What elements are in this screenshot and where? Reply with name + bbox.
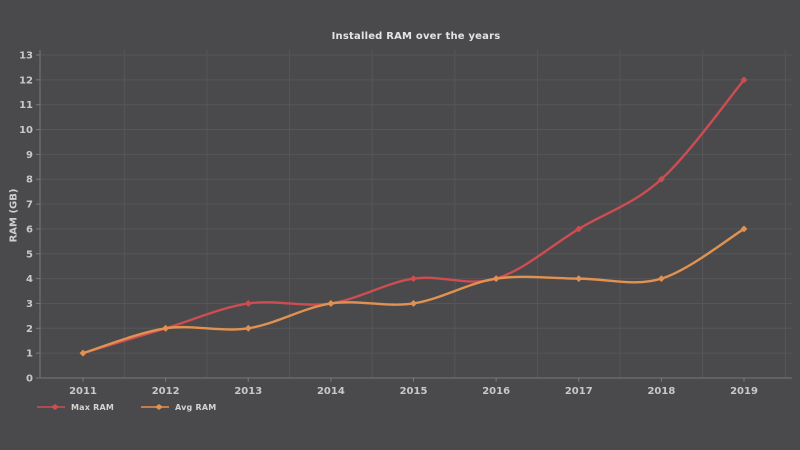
- data-point-marker-avg-ram: [575, 275, 583, 283]
- data-point-marker-avg-ram: [162, 324, 170, 332]
- chart-title: Installed RAM over the years: [331, 31, 501, 42]
- x-tick-label: 2013: [234, 386, 262, 397]
- legend-item-max-ram[interactable]: Max RAM: [36, 403, 114, 412]
- y-tick-label: 1: [26, 349, 33, 360]
- legend-item-avg-ram[interactable]: Avg RAM: [140, 403, 216, 412]
- series-line-avg-ram: [81, 227, 746, 355]
- data-point-marker-max-ram: [575, 225, 583, 233]
- legend-line-icon: [141, 404, 170, 410]
- data-point-marker-avg-ram: [410, 300, 417, 307]
- y-tick-label: 6: [26, 224, 33, 235]
- data-point-marker-max-ram: [410, 275, 417, 283]
- data-point-marker-avg-ram: [740, 225, 748, 233]
- x-tick-label: 2014: [317, 386, 345, 397]
- x-tick-label: 2011: [69, 386, 97, 397]
- y-tick-label: 8: [26, 175, 33, 186]
- x-tick-label: 2019: [730, 386, 758, 397]
- x-tick-label: 2017: [565, 386, 593, 397]
- y-tick-label: 5: [26, 249, 33, 260]
- y-tick-label: 11: [19, 100, 33, 111]
- y-tick-label: 0: [26, 374, 33, 385]
- y-tick-label: 7: [26, 200, 33, 211]
- legend: Max RAM Avg RAM: [36, 400, 216, 414]
- data-point-marker-avg-ram: [79, 349, 87, 357]
- x-tick-label: 2018: [647, 386, 675, 397]
- y-tick-label: 12: [19, 75, 33, 86]
- y-tick-label: 9: [26, 150, 33, 161]
- y-tick-label: 4: [26, 274, 33, 285]
- data-point-marker-max-ram: [244, 300, 252, 307]
- data-point-marker-avg-ram: [492, 275, 500, 283]
- y-tick-label: 2: [26, 324, 33, 335]
- y-tick-label: 10: [19, 125, 33, 136]
- data-point-marker-max-ram: [740, 76, 748, 84]
- y-tick-label: 3: [26, 299, 33, 310]
- x-tick-label: 2016: [482, 386, 510, 397]
- legend-label: Max RAM: [71, 402, 115, 412]
- y-tick-label: 13: [19, 51, 33, 62]
- data-point-marker-avg-ram: [657, 275, 665, 283]
- legend-label: Avg RAM: [175, 402, 217, 412]
- x-tick-label: 2012: [152, 386, 180, 397]
- data-point-marker-avg-ram: [244, 324, 252, 332]
- data-point-marker-avg-ram: [327, 300, 335, 307]
- x-tick-label: 2015: [400, 386, 428, 397]
- data-point-marker-max-ram: [657, 175, 665, 183]
- series-line-max-ram: [81, 78, 746, 355]
- legend-line-icon: [37, 404, 65, 410]
